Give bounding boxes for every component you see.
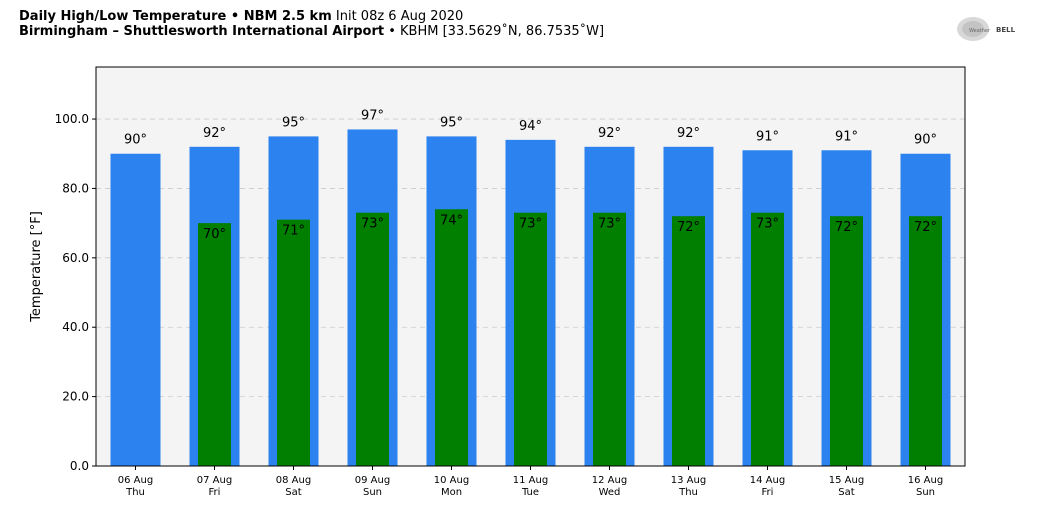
low-temp-bar	[909, 216, 942, 466]
x-tick-weekday: Fri	[762, 487, 774, 498]
y-tick-label: 100.0	[55, 112, 89, 126]
high-temp-label: 92°	[598, 126, 621, 141]
x-tick-date: 11 Aug	[513, 475, 548, 486]
low-temp-label: 71°	[282, 224, 305, 239]
high-temp-label: 90°	[124, 133, 147, 148]
y-tick-label: 20.0	[62, 390, 89, 404]
x-tick-weekday: Sat	[285, 487, 301, 498]
x-tick-weekday: Thu	[678, 487, 698, 498]
low-temp-label: 73°	[361, 217, 384, 232]
high-temp-label: 91°	[756, 129, 779, 144]
x-tick-date: 16 Aug	[908, 475, 943, 486]
x-tick-date: 08 Aug	[276, 475, 311, 486]
low-temp-bar	[593, 213, 626, 466]
y-tick-label: 40.0	[62, 320, 89, 334]
high-temp-label: 95°	[282, 115, 305, 130]
x-tick-weekday: Fri	[209, 487, 221, 498]
low-temp-bar	[751, 213, 784, 466]
low-temp-label: 72°	[835, 220, 858, 235]
x-tick-date: 10 Aug	[434, 475, 469, 486]
y-tick-label: 0.0	[70, 459, 89, 473]
low-temp-bar	[514, 213, 547, 466]
low-temp-label: 70°	[203, 227, 226, 242]
high-temp-label: 92°	[203, 126, 226, 141]
y-tick-label: 80.0	[62, 181, 89, 195]
low-temp-bar	[830, 216, 863, 466]
x-tick-date: 15 Aug	[829, 475, 864, 486]
high-temp-label: 91°	[835, 129, 858, 144]
x-tick-weekday: Thu	[125, 487, 145, 498]
x-tick-weekday: Sun	[916, 487, 935, 498]
low-temp-bar	[435, 209, 468, 466]
x-tick-date: 14 Aug	[750, 475, 785, 486]
low-temp-bar	[198, 223, 231, 466]
high-temp-label: 97°	[361, 108, 384, 123]
x-tick-date: 06 Aug	[118, 475, 153, 486]
x-tick-weekday: Sun	[363, 487, 382, 498]
x-tick-date: 09 Aug	[355, 475, 390, 486]
y-axis-label: Temperature [°F]	[29, 211, 44, 323]
x-tick-date: 13 Aug	[671, 475, 706, 486]
high-temp-label: 90°	[914, 133, 937, 148]
bars	[111, 129, 951, 466]
high-temp-label: 92°	[677, 126, 700, 141]
low-temp-bar	[277, 220, 310, 466]
x-tick-weekday: Sat	[838, 487, 854, 498]
low-temp-label: 73°	[519, 217, 542, 232]
y-tick-label: 60.0	[62, 251, 89, 265]
x-tick-weekday: Tue	[521, 487, 539, 498]
low-temp-bar	[672, 216, 705, 466]
high-temp-bar	[111, 154, 161, 466]
high-temp-label: 94°	[519, 119, 542, 134]
x-tick-date: 12 Aug	[592, 475, 627, 486]
x-tick-weekday: Wed	[599, 487, 621, 498]
x-tick-weekday: Mon	[441, 487, 462, 498]
low-temp-label: 74°	[440, 213, 463, 228]
low-temp-label: 72°	[914, 220, 937, 235]
high-temp-label: 95°	[440, 115, 463, 130]
x-tick-date: 07 Aug	[197, 475, 232, 486]
low-temp-label: 73°	[598, 217, 621, 232]
low-temp-label: 72°	[677, 220, 700, 235]
low-temp-bar	[356, 213, 389, 466]
low-temp-label: 73°	[756, 217, 779, 232]
